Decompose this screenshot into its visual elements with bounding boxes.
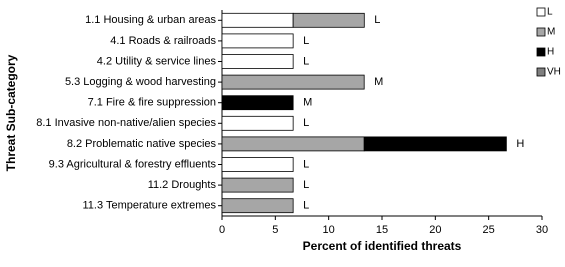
legend-swatch <box>536 7 546 17</box>
x-tick-label: 5 <box>272 224 278 236</box>
y-tick-label: 1.1 Housing & urban areas <box>85 14 216 26</box>
bar-annotation: L <box>303 179 309 191</box>
bar-annotation: M <box>374 76 383 88</box>
bar-segment <box>363 136 507 152</box>
bar-annotation: L <box>303 35 309 47</box>
x-axis-title: Percent of identified threats <box>303 239 462 253</box>
y-tick-label: 8.2 Problematic native species <box>67 138 217 150</box>
y-tick-label: 8.1 Invasive non-native/alien species <box>36 117 216 129</box>
bar-annotation: L <box>303 117 309 129</box>
bar-segment <box>221 177 294 193</box>
legend-label: H <box>547 47 554 58</box>
bar-annotation: L <box>303 200 309 212</box>
bar-segment <box>221 54 294 69</box>
bar-segment <box>221 157 294 172</box>
bar-segment <box>221 136 365 152</box>
bar-segment <box>221 95 294 111</box>
y-tick-label: 11.2 Droughts <box>148 179 217 191</box>
x-tick-label: 30 <box>536 224 548 236</box>
legend-swatch <box>536 27 546 37</box>
y-tick-label: 4.1 Roads & railroads <box>110 35 216 47</box>
legend-label: VH <box>547 67 561 78</box>
bar-annotation: L <box>303 55 309 67</box>
x-tick-label: 0 <box>219 224 225 236</box>
bar-annotation: M <box>303 97 312 109</box>
x-tick-label: 20 <box>429 224 441 236</box>
x-tick-label: 10 <box>323 224 335 236</box>
y-tick-label: 11.3 Temperature extremes <box>83 200 217 212</box>
bar-segment <box>221 198 294 214</box>
bar-segment <box>221 12 294 28</box>
x-tick-label: 15 <box>376 224 388 236</box>
bar-segment <box>221 74 365 90</box>
y-tick-label: 4.2 Utility & service lines <box>97 55 217 67</box>
legend-swatch <box>536 47 546 57</box>
bar-segment <box>221 33 294 49</box>
legend-label: M <box>547 27 555 38</box>
bar-annotation: L <box>374 14 380 26</box>
legend-label: L <box>547 7 553 18</box>
y-tick-label: 9.3 Agricultural & forestry effluents <box>49 158 217 170</box>
legend-swatch <box>536 67 546 77</box>
y-axis-title: Threat Sub-category <box>4 54 18 171</box>
bar-segment <box>292 12 365 28</box>
bar-annotation: H <box>516 138 524 150</box>
x-tick-label: 25 <box>483 224 495 236</box>
bar-annotation: L <box>303 158 309 170</box>
y-tick-label: 7.1 Fire & fire suppression <box>88 97 216 109</box>
bar-segment <box>221 115 294 131</box>
y-tick-label: 5.3 Logging & wood harvesting <box>65 76 216 88</box>
